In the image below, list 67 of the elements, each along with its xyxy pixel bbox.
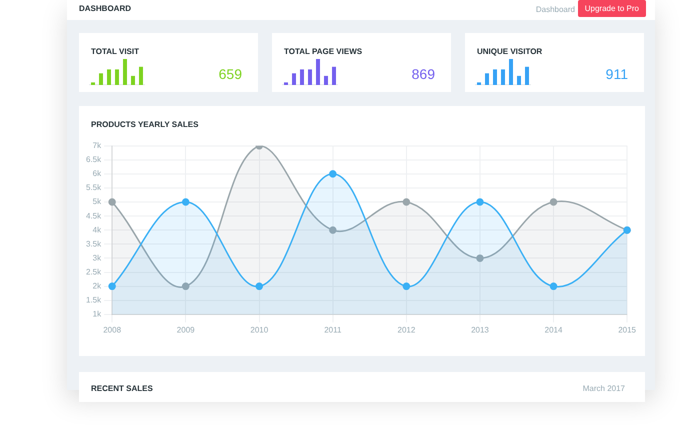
point (402, 282, 410, 290)
bar (493, 69, 497, 85)
x-tick-label: 2010 (250, 325, 269, 334)
point (182, 198, 190, 206)
bar (525, 66, 529, 85)
y-tick-label: 7k (92, 141, 102, 150)
bar (284, 82, 288, 85)
point (256, 282, 264, 290)
bar (139, 66, 143, 85)
bar (477, 82, 481, 85)
point (476, 254, 484, 262)
chart-title: UNIQUE VISITOR (477, 47, 542, 56)
bar (316, 59, 320, 85)
point (182, 282, 190, 290)
text: Dashboard (536, 5, 575, 14)
y-tick-label: 3k (92, 253, 102, 262)
bar (485, 73, 489, 85)
point (550, 198, 558, 206)
text: DASHBOARD (79, 4, 131, 13)
chart-title: TOTAL PAGE VIEWS (284, 47, 362, 56)
x-tick-label: 2008 (103, 325, 122, 334)
bar (332, 66, 336, 85)
bar (292, 73, 296, 85)
x-tick-label: 2009 (176, 325, 196, 334)
y-tick-label: 6.5k (86, 155, 102, 164)
y-tick-label: 2k (92, 282, 102, 291)
y-tick-label: 4k (92, 225, 102, 234)
text: 659 (218, 66, 242, 82)
chart-title: PRODUCTS YEARLY SALES (91, 120, 198, 129)
y-tick-label: 1.5k (86, 296, 102, 305)
x-tick-label: 2013 (471, 325, 490, 334)
bar (501, 69, 505, 85)
bar (300, 69, 304, 85)
bar (324, 76, 328, 85)
bar (107, 69, 111, 85)
y-tick-label: 3.5k (86, 239, 102, 248)
bar (123, 59, 127, 85)
y-tick-label: 2.5k (86, 267, 102, 276)
point (550, 282, 558, 290)
bar (308, 69, 312, 85)
point (402, 198, 410, 206)
x-tick-label: 2012 (397, 325, 416, 334)
point (329, 170, 337, 178)
bar (99, 73, 103, 85)
text: March 2017 (582, 384, 625, 393)
y-tick-label: 4.5k (86, 211, 102, 220)
x-tick-label: 2015 (618, 325, 637, 334)
point (108, 282, 116, 290)
text: RECENT SALES (91, 384, 153, 393)
bar (131, 76, 135, 85)
y-tick-label: 5k (92, 197, 102, 206)
bar (517, 76, 521, 85)
chart-title: TOTAL VISIT (91, 47, 140, 56)
point (108, 198, 116, 206)
text: 869 (412, 66, 435, 82)
y-tick-label: 1k (92, 310, 102, 319)
text: 911 (606, 66, 628, 82)
bar (509, 59, 513, 85)
y-tick-label: 5.5k (86, 183, 102, 192)
y-tick-label: 6k (92, 169, 102, 178)
bar (91, 82, 95, 85)
x-tick-label: 2011 (324, 325, 342, 334)
point (329, 226, 337, 234)
x-tick-label: 2014 (544, 325, 563, 334)
bar (115, 69, 119, 85)
point (476, 198, 484, 206)
text: Upgrade to Pro (578, 0, 646, 17)
